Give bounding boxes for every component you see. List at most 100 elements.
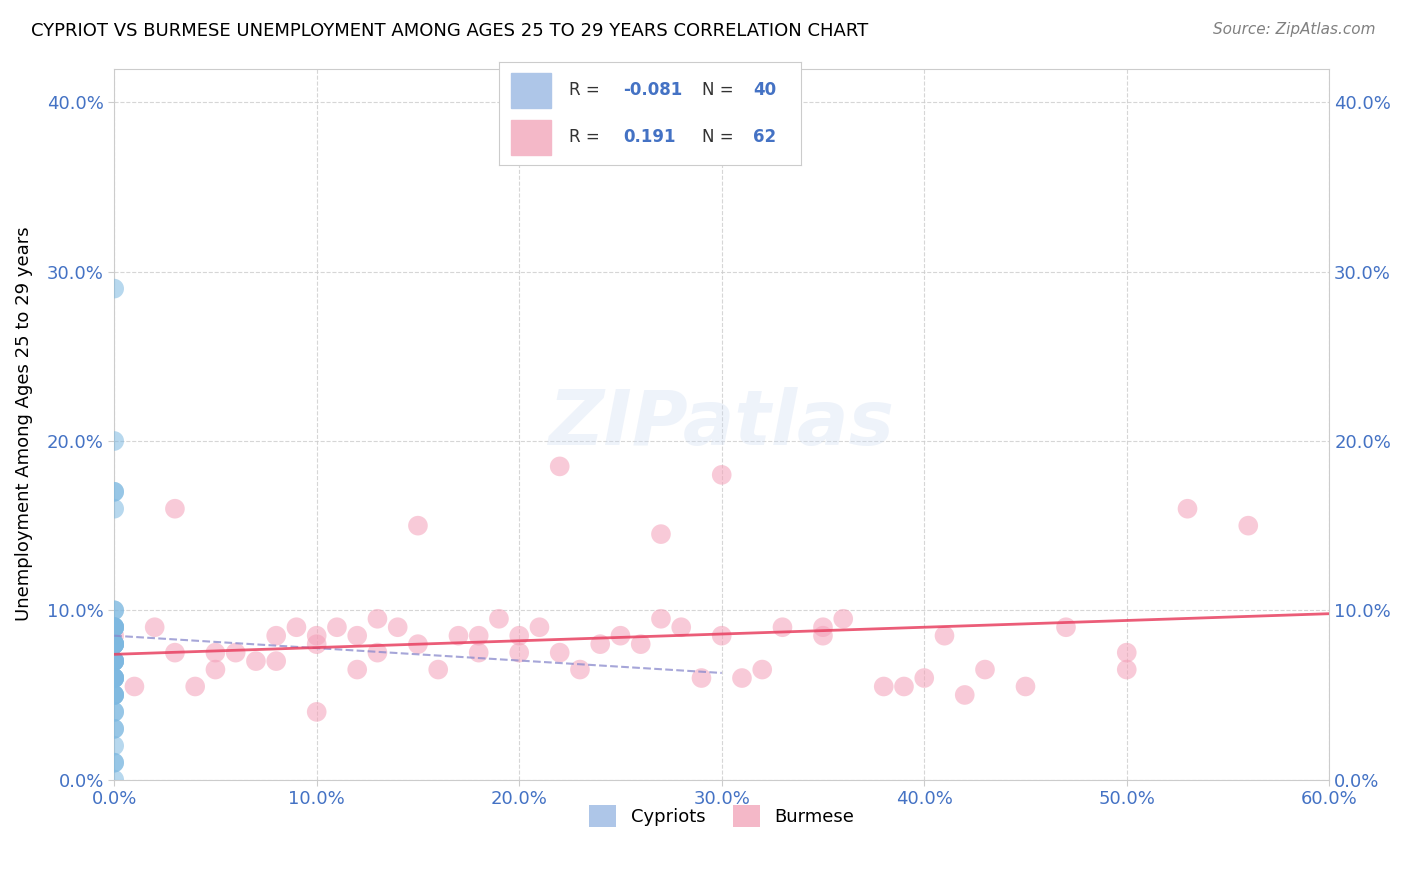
Point (1054, 620, 1077, 634)
Point (548, 459, 571, 474)
Point (346, 663, 368, 677)
Point (103, 772, 125, 787)
Text: 62: 62 (754, 128, 776, 146)
Point (103, 637, 125, 651)
Y-axis label: Unemployment Among Ages 25 to 29 years: Unemployment Among Ages 25 to 29 years (15, 227, 32, 622)
Point (609, 629, 631, 643)
Point (366, 612, 388, 626)
Point (103, 671, 125, 685)
Point (103, 637, 125, 651)
Point (447, 629, 470, 643)
Point (103, 739, 125, 753)
Point (103, 671, 125, 685)
Point (103, 688, 125, 702)
Text: N =: N = (702, 128, 738, 146)
Point (103, 484, 125, 499)
Point (103, 705, 125, 719)
Point (103, 671, 125, 685)
Point (103, 637, 125, 651)
Point (671, 620, 693, 634)
Point (305, 637, 328, 651)
Point (103, 603, 125, 617)
Point (103, 637, 125, 651)
Point (508, 646, 530, 660)
Point (1177, 501, 1199, 516)
Text: ZIPatlas: ZIPatlas (548, 387, 894, 461)
Point (103, 654, 125, 668)
Point (204, 646, 226, 660)
Point (103, 637, 125, 651)
Point (589, 637, 612, 651)
Text: R =: R = (568, 81, 605, 99)
Point (103, 282, 125, 296)
Text: N =: N = (702, 81, 738, 99)
Legend: Cypriots, Burmese: Cypriots, Burmese (582, 798, 862, 835)
Point (305, 705, 328, 719)
Point (406, 518, 429, 533)
Point (245, 654, 267, 668)
Point (103, 671, 125, 685)
Point (103, 688, 125, 702)
Point (103, 637, 125, 651)
Point (650, 612, 672, 626)
Point (1115, 663, 1137, 677)
FancyBboxPatch shape (512, 73, 551, 108)
Point (630, 637, 652, 651)
Point (710, 467, 733, 482)
FancyBboxPatch shape (512, 120, 551, 155)
Point (204, 663, 226, 677)
Point (103, 722, 125, 736)
Point (974, 663, 997, 677)
Point (751, 663, 773, 677)
Point (690, 671, 713, 685)
Point (427, 663, 450, 677)
Point (143, 620, 166, 634)
Point (326, 620, 349, 634)
Point (811, 620, 834, 634)
Point (103, 620, 125, 634)
Point (710, 629, 733, 643)
Point (103, 705, 125, 719)
Point (568, 663, 591, 677)
Text: 0.191: 0.191 (623, 128, 675, 146)
Point (103, 756, 125, 770)
Point (346, 629, 368, 643)
Point (772, 620, 794, 634)
Point (103, 620, 125, 634)
Point (811, 629, 834, 643)
Point (124, 680, 146, 694)
Point (103, 654, 125, 668)
Point (103, 434, 125, 448)
Point (467, 629, 489, 643)
Point (508, 629, 530, 643)
Text: 40: 40 (754, 81, 776, 99)
Text: Source: ZipAtlas.com: Source: ZipAtlas.com (1212, 22, 1375, 37)
Point (953, 688, 976, 702)
Point (264, 629, 287, 643)
Point (103, 629, 125, 643)
Point (488, 612, 510, 626)
Point (1014, 680, 1036, 694)
Point (873, 680, 896, 694)
Point (103, 654, 125, 668)
Point (893, 680, 915, 694)
Point (103, 654, 125, 668)
Point (103, 671, 125, 685)
Point (1237, 518, 1260, 533)
Point (366, 646, 388, 660)
Point (103, 603, 125, 617)
Text: -0.081: -0.081 (623, 81, 682, 99)
Point (832, 612, 855, 626)
Point (103, 620, 125, 634)
Point (163, 501, 186, 516)
Point (285, 620, 308, 634)
Point (103, 654, 125, 668)
Point (163, 646, 186, 660)
Text: R =: R = (568, 128, 610, 146)
Point (103, 620, 125, 634)
Point (934, 629, 956, 643)
Point (103, 688, 125, 702)
Point (548, 646, 571, 660)
Point (103, 688, 125, 702)
Point (305, 629, 328, 643)
